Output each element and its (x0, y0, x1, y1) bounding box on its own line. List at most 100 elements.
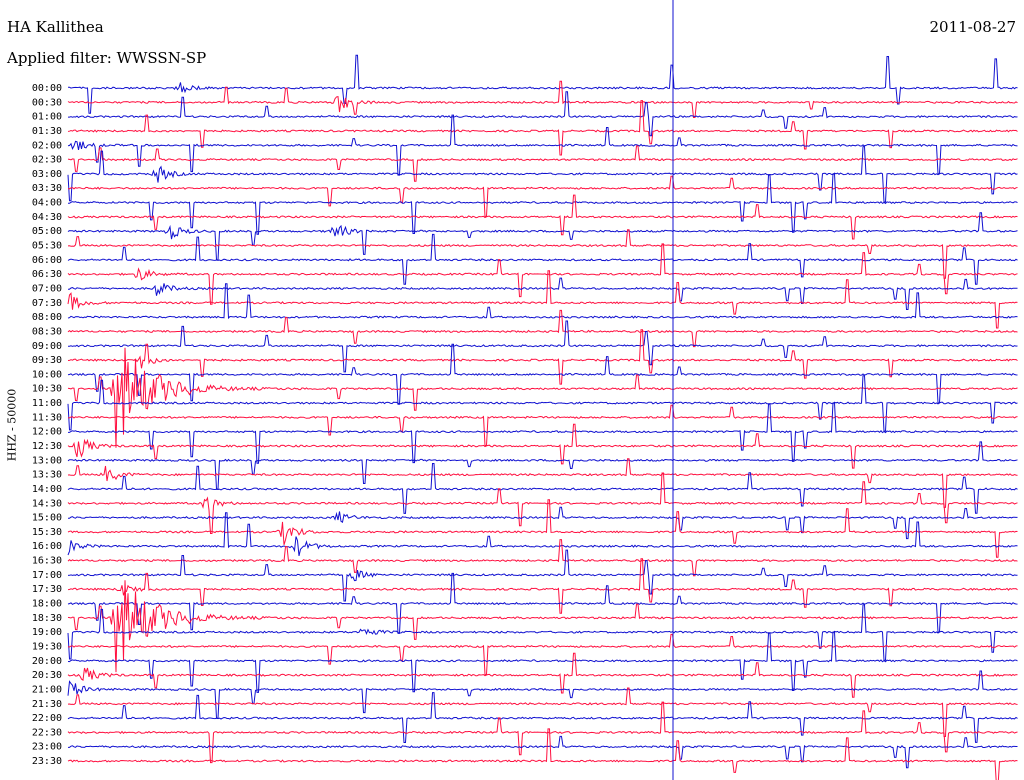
trace-0000 (67, 54, 1018, 114)
trace-1800 (67, 572, 1018, 634)
tick-label-2230: 22:30 (32, 727, 62, 738)
tick-label-1600: 16:00 (32, 541, 62, 552)
trace-1600 (67, 512, 1018, 557)
trace-0330 (67, 175, 1018, 217)
trace-2330 (67, 728, 1018, 780)
trace-2130 (67, 687, 1018, 737)
tick-label-0730: 07:30 (32, 298, 62, 309)
tick-label-1530: 15:30 (32, 527, 62, 538)
tick-label-1900: 19:00 (32, 627, 62, 638)
tick-label-1500: 15:00 (32, 513, 62, 524)
tick-label-0530: 05:30 (32, 241, 62, 252)
tick-label-0500: 05:00 (32, 226, 62, 237)
trace-0800 (67, 283, 1018, 320)
trace-1830 (67, 580, 1018, 673)
trace-0300 (67, 146, 1018, 203)
trace-0400 (68, 173, 1018, 235)
tick-label-0630: 06:30 (32, 269, 62, 280)
chart-subtitle: Applied filter: WWSSN-SP (7, 49, 207, 67)
trace-2030 (67, 652, 1018, 698)
trace-2100 (67, 670, 1018, 719)
trace-0900 (67, 320, 1018, 373)
tick-label-0800: 08:00 (32, 312, 62, 323)
trace-0230 (67, 145, 1018, 182)
trace-1130 (67, 404, 1018, 446)
trace-1330 (67, 458, 1018, 508)
trace-1900 (67, 604, 1018, 661)
trace-1630 (67, 539, 1018, 577)
tick-label-1100: 11:00 (32, 398, 62, 409)
trace-0730 (67, 270, 1018, 329)
tick-label-0400: 04:00 (32, 198, 62, 209)
trace-0030 (67, 80, 1018, 118)
trace-1030 (67, 347, 1018, 448)
chart-date: 2011-08-27 (929, 18, 1016, 36)
tick-label-0700: 07:00 (32, 283, 62, 294)
trace-1300 (67, 441, 1018, 490)
tick-label-0130: 01:30 (32, 126, 62, 137)
tick-label-0900: 09:00 (32, 341, 62, 352)
trace-0200 (67, 114, 1018, 176)
tick-label-0030: 00:30 (32, 97, 62, 108)
trace-2200 (67, 692, 1018, 743)
trace-0130 (67, 100, 1018, 156)
tick-label-1630: 16:30 (32, 556, 62, 567)
tick-label-group: 00:00 00:30 01:00 01:30 02:00 02:30 03:00 03:30… (32, 83, 62, 767)
tick-label-2030: 20:30 (32, 670, 62, 681)
trace-2300 (68, 735, 1018, 769)
tick-label-1330: 13:30 (32, 470, 62, 481)
trace-0600 (67, 233, 1018, 285)
tick-label-0100: 01:00 (32, 112, 62, 123)
tick-label-0930: 09:30 (32, 355, 62, 366)
trace-1700 (67, 549, 1018, 602)
trace-group (67, 54, 1018, 780)
tick-label-1700: 17:00 (32, 570, 62, 581)
tick-label-2000: 20:00 (32, 656, 62, 667)
tick-label-0200: 02:00 (32, 140, 62, 151)
trace-0530 (67, 229, 1018, 279)
trace-0630 (67, 243, 1018, 305)
tick-label-2300: 23:00 (32, 742, 62, 753)
tick-label-1130: 11:30 (32, 412, 62, 423)
trace-1200 (68, 402, 1018, 464)
trace-0100 (68, 91, 1018, 137)
tick-label-1830: 18:30 (32, 613, 62, 624)
tick-label-0430: 04:30 (32, 212, 62, 223)
tick-label-1930: 19:30 (32, 641, 62, 652)
tick-label-1300: 13:00 (32, 455, 62, 466)
tick-label-1430: 14:30 (32, 498, 62, 509)
tick-label-2330: 23:30 (32, 756, 62, 767)
tick-label-0000: 00:00 (32, 83, 62, 94)
tick-label-0830: 08:30 (32, 326, 62, 337)
trace-0700 (68, 277, 1018, 310)
tick-label-2100: 21:00 (32, 684, 62, 695)
trace-1530 (67, 499, 1018, 558)
tick-label-1200: 12:00 (32, 427, 62, 438)
tick-label-2130: 21:30 (32, 699, 62, 710)
trace-1000 (67, 343, 1018, 405)
tick-label-1730: 17:30 (32, 584, 62, 595)
tick-label-1800: 18:00 (32, 599, 62, 610)
trace-1730 (67, 558, 1018, 614)
tick-label-0300: 03:00 (32, 169, 62, 180)
trace-0830 (67, 309, 1018, 348)
trace-0430 (67, 194, 1018, 240)
tick-label-1030: 10:30 (32, 384, 62, 395)
trace-1100 (67, 375, 1018, 432)
chart-title: HA Kallithea (7, 18, 104, 36)
tick-label-0330: 03:30 (32, 183, 62, 194)
trace-2000 (67, 631, 1018, 693)
trace-0500 (67, 212, 1018, 261)
tick-label-1400: 14:00 (32, 484, 62, 495)
trace-1400 (67, 463, 1018, 514)
tick-label-2200: 22:00 (32, 713, 62, 724)
trace-1230 (67, 423, 1018, 469)
trace-1430 (67, 472, 1018, 534)
tick-label-0600: 06:00 (32, 255, 62, 266)
tick-label-0230: 02:30 (32, 155, 62, 166)
trace-1500 (68, 506, 1018, 540)
tick-label-1230: 12:30 (32, 441, 62, 452)
trace-1930 (67, 633, 1018, 676)
trace-0930 (67, 329, 1018, 385)
